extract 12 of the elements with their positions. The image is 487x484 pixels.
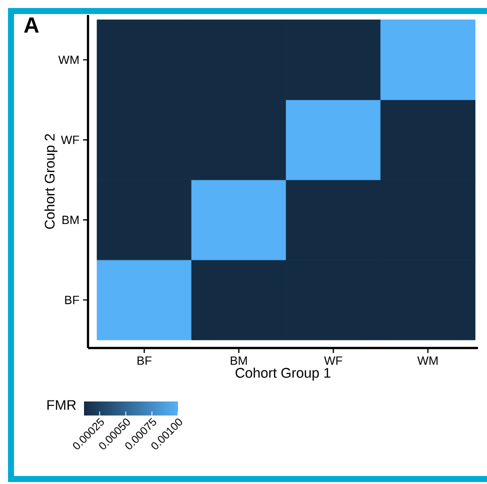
- x-tick-label: BM: [230, 356, 247, 365]
- color-bar-title: FMR: [47, 400, 76, 410]
- x-axis-title: Cohort Group 1: [236, 368, 330, 381]
- y-axis-title: Cohort Group 2: [44, 134, 58, 229]
- y-tick-label: WF: [60, 136, 80, 144]
- x-tick-label: WM: [417, 356, 438, 365]
- y-tick-label: BF: [65, 296, 80, 304]
- x-tick-label: WF: [324, 356, 342, 365]
- x-tick-label: BF: [138, 356, 152, 365]
- y-tick-label: BM: [62, 216, 78, 224]
- y-tick-label: WM: [58, 56, 78, 64]
- chart-title: A: [24, 18, 39, 33]
